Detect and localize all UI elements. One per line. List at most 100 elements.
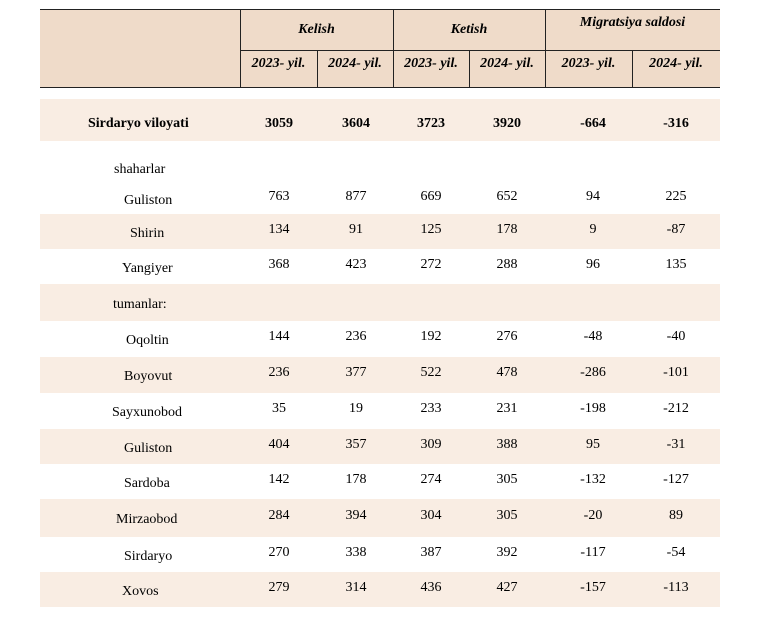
row-value: 423 bbox=[345, 257, 367, 272]
header-divider bbox=[240, 10, 241, 87]
table-row: Sardoba 142 178 274 305 -132 -127 bbox=[40, 464, 720, 499]
year-header: 2023- yil. bbox=[561, 56, 616, 71]
row-value: 236 bbox=[268, 365, 290, 380]
row-value: 522 bbox=[420, 365, 442, 380]
row-value: -664 bbox=[580, 116, 606, 131]
table-row: Guliston 404 357 309 388 95 -31 bbox=[40, 429, 720, 464]
year-header: 2024- yil. bbox=[328, 56, 382, 71]
row-value: 763 bbox=[268, 189, 290, 204]
year-header: 2023- yil. bbox=[251, 56, 306, 71]
row-value: 231 bbox=[496, 401, 518, 416]
row-value: 305 bbox=[496, 472, 518, 487]
row-name: Sirdaryo viloyati bbox=[88, 116, 189, 131]
row-name: Sayxunobod bbox=[112, 405, 182, 420]
row-value: -117 bbox=[580, 545, 606, 560]
row-value: 3059 bbox=[265, 116, 293, 131]
row-value: -40 bbox=[666, 329, 686, 344]
table-row: Oqoltin 144 236 192 276 -48 -40 bbox=[40, 321, 720, 357]
row-value: 304 bbox=[420, 508, 442, 523]
row-value: 95 bbox=[586, 437, 600, 452]
row-value: -127 bbox=[663, 472, 689, 487]
row-name: Sardoba bbox=[124, 476, 170, 491]
row-value: 388 bbox=[496, 437, 518, 452]
row-value: 377 bbox=[345, 365, 367, 380]
row-value: 135 bbox=[665, 257, 687, 272]
row-value: 89 bbox=[669, 508, 683, 523]
row-value: -157 bbox=[580, 580, 606, 595]
row-name: Xovos bbox=[122, 584, 159, 599]
row-name: Guliston bbox=[124, 193, 173, 208]
row-value: -54 bbox=[666, 545, 686, 560]
row-value: 134 bbox=[268, 222, 290, 237]
row-value: 368 bbox=[268, 257, 290, 272]
row-value: 272 bbox=[420, 257, 442, 272]
row-value: 284 bbox=[268, 508, 290, 523]
row-name: Oqoltin bbox=[126, 333, 169, 348]
group-ketish: Ketish bbox=[450, 22, 488, 37]
row-value: 877 bbox=[345, 189, 367, 204]
row-value: 314 bbox=[345, 580, 367, 595]
row-value: 357 bbox=[345, 437, 367, 452]
year-header: 2023- yil. bbox=[404, 56, 458, 71]
row-name: Yangiyer bbox=[122, 261, 173, 276]
row-value: -31 bbox=[666, 437, 686, 452]
table-row: Boyovut 236 377 522 478 -286 -101 bbox=[40, 357, 720, 393]
group-kelish: Kelish bbox=[298, 22, 335, 37]
row-value: 96 bbox=[586, 257, 600, 272]
header-subline bbox=[240, 50, 720, 51]
year-header: 2024- yil. bbox=[649, 56, 703, 71]
row-value: -113 bbox=[663, 580, 689, 595]
row-value: 276 bbox=[496, 329, 518, 344]
row-name: tumanlar: bbox=[113, 297, 167, 312]
row-value: 392 bbox=[496, 545, 518, 560]
row-value: 436 bbox=[420, 580, 442, 595]
row-value: 305 bbox=[496, 508, 518, 523]
row-value: 288 bbox=[496, 257, 518, 272]
header-divider bbox=[545, 10, 546, 87]
table-row: tumanlar: bbox=[40, 284, 720, 321]
table-row: Sirdaryo viloyati 3059 3604 3723 3920 -664 -31… bbox=[40, 99, 720, 141]
row-value: 144 bbox=[268, 329, 290, 344]
header-divider bbox=[317, 50, 318, 87]
row-value: 3723 bbox=[417, 116, 445, 131]
row-value: 274 bbox=[420, 472, 442, 487]
row-name: Boyovut bbox=[124, 369, 173, 384]
row-value: 178 bbox=[496, 222, 518, 237]
row-value: 125 bbox=[420, 222, 442, 237]
row-value: -20 bbox=[583, 508, 603, 523]
table-row: Sayxunobod 35 19 233 231 -198 -212 bbox=[40, 393, 720, 429]
header-divider bbox=[393, 10, 394, 87]
row-value: 669 bbox=[420, 189, 442, 204]
row-value: 478 bbox=[496, 365, 518, 380]
row-name: Guliston bbox=[124, 441, 173, 456]
year-header: 2024- yil. bbox=[480, 56, 534, 71]
row-value: -87 bbox=[666, 222, 686, 237]
row-value: 652 bbox=[496, 189, 518, 204]
row-value: 9 bbox=[589, 222, 597, 237]
row-value: -286 bbox=[580, 365, 606, 380]
row-value: 91 bbox=[349, 222, 363, 237]
row-value: 387 bbox=[420, 545, 442, 560]
row-value: -101 bbox=[663, 365, 689, 380]
table-row: Mirzaobod 284 394 304 305 -20 89 bbox=[40, 499, 720, 537]
table-row: Sirdaryo 270 338 387 392 -117 -54 bbox=[40, 537, 720, 572]
row-name: shaharlar bbox=[114, 162, 166, 177]
row-value: -132 bbox=[580, 472, 606, 487]
table-row: Guliston 763 877 669 652 94 225 bbox=[40, 184, 720, 214]
row-value: 270 bbox=[268, 545, 290, 560]
header-divider bbox=[632, 50, 633, 87]
row-value: 427 bbox=[496, 580, 518, 595]
table-row: Yangiyer 368 423 272 288 96 135 bbox=[40, 249, 720, 284]
row-name: Mirzaobod bbox=[116, 512, 178, 527]
row-value: -212 bbox=[663, 401, 689, 416]
row-value: 19 bbox=[349, 401, 363, 416]
row-value: 178 bbox=[345, 472, 367, 487]
table-row: Shirin 134 91 125 178 9 -87 bbox=[40, 214, 720, 249]
row-value: -48 bbox=[583, 329, 603, 344]
row-value: 236 bbox=[345, 329, 367, 344]
header-divider bbox=[469, 50, 470, 87]
row-value: 233 bbox=[420, 401, 442, 416]
row-value: 338 bbox=[345, 545, 367, 560]
row-value: 192 bbox=[420, 329, 442, 344]
table-row: Xovos 279 314 436 427 -157 -113 bbox=[40, 572, 720, 607]
